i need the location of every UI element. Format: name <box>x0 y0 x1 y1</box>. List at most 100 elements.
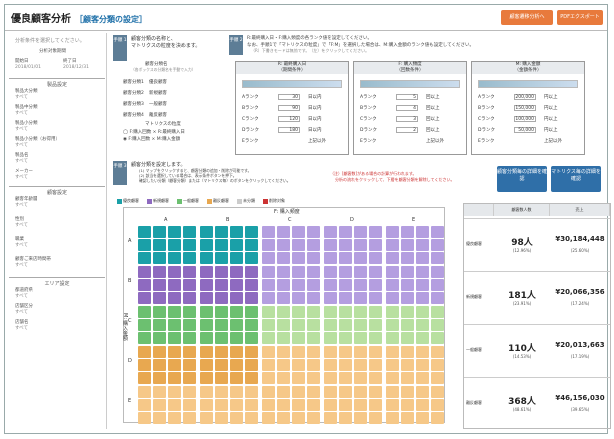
matrix-cell[interactable] <box>416 332 429 344</box>
matrix-cell[interactable] <box>277 386 290 398</box>
matrix-cell[interactable] <box>183 266 196 278</box>
matrix-cell[interactable] <box>153 346 166 358</box>
matrix-cell[interactable] <box>153 319 166 331</box>
matrix-cell[interactable] <box>168 292 181 304</box>
matrix-cell[interactable] <box>354 226 367 238</box>
matrix-cell[interactable] <box>262 319 275 331</box>
sidebar-filter[interactable]: 製品名 すべて <box>15 153 29 164</box>
matrix-cell[interactable] <box>292 399 305 411</box>
matrix-cell[interactable] <box>401 332 414 344</box>
matrix-cell[interactable] <box>138 319 151 331</box>
class-name-input[interactable]: 新規顧客 <box>149 91 167 96</box>
matrix-cell[interactable] <box>431 399 444 411</box>
sidebar-filter[interactable]: 製品中分類 すべて <box>15 105 38 116</box>
matrix-cell[interactable] <box>200 319 213 331</box>
matrix-cell[interactable] <box>245 279 258 291</box>
matrix-cell[interactable] <box>369 252 382 264</box>
matrix-cell[interactable] <box>324 412 337 424</box>
matrix-cell[interactable] <box>183 386 196 398</box>
matrix-cell[interactable] <box>262 252 275 264</box>
rank-value-input[interactable]: 90 <box>278 105 300 111</box>
matrix-cell[interactable] <box>401 319 414 331</box>
matrix-cell[interactable] <box>168 279 181 291</box>
matrix-cell[interactable] <box>339 226 352 238</box>
matrix-cell[interactable] <box>230 252 243 264</box>
matrix-cell[interactable] <box>138 386 151 398</box>
matrix-cell[interactable] <box>183 226 196 238</box>
matrix-cell[interactable] <box>369 332 382 344</box>
sidebar-filter[interactable]: 都道府県 すべて <box>15 288 33 299</box>
matrix-cell[interactable] <box>431 346 444 358</box>
matrix-cell[interactable] <box>307 306 320 318</box>
matrix-cell[interactable] <box>401 306 414 318</box>
matrix-cell[interactable] <box>324 332 337 344</box>
matrix-cell[interactable] <box>262 372 275 384</box>
matrix-cell[interactable] <box>245 372 258 384</box>
matrix-cell[interactable] <box>324 252 337 264</box>
matrix-cell[interactable] <box>168 239 181 251</box>
matrix-cell[interactable] <box>431 292 444 304</box>
matrix-cell[interactable] <box>324 319 337 331</box>
matrix-cell[interactable] <box>339 279 352 291</box>
matrix-cell[interactable] <box>307 266 320 278</box>
matrix-cell[interactable] <box>386 319 399 331</box>
matrix-cell[interactable] <box>168 359 181 371</box>
matrix-cell[interactable] <box>153 412 166 424</box>
matrix-cell[interactable] <box>401 412 414 424</box>
matrix-cell[interactable] <box>354 306 367 318</box>
matrix-cell[interactable] <box>431 332 444 344</box>
matrix-cell[interactable] <box>245 292 258 304</box>
matrix-cell[interactable] <box>339 319 352 331</box>
matrix-cell[interactable] <box>369 266 382 278</box>
matrix-cell[interactable] <box>339 346 352 358</box>
matrix-cell[interactable] <box>401 279 414 291</box>
matrix-cell[interactable] <box>138 279 151 291</box>
matrix-cell[interactable] <box>401 386 414 398</box>
matrix-cell[interactable] <box>369 386 382 398</box>
matrix-cell[interactable] <box>168 266 181 278</box>
matrix-cell[interactable] <box>245 239 258 251</box>
matrix-cell[interactable] <box>168 226 181 238</box>
matrix-cell[interactable] <box>230 399 243 411</box>
matrix-cell[interactable] <box>339 266 352 278</box>
matrix-cell[interactable] <box>354 386 367 398</box>
matrix-cell[interactable] <box>386 386 399 398</box>
matrix-cell[interactable] <box>230 332 243 344</box>
matrix-cell[interactable] <box>431 359 444 371</box>
matrix-cell[interactable] <box>138 266 151 278</box>
matrix-cell[interactable] <box>245 359 258 371</box>
matrix-cell[interactable] <box>200 306 213 318</box>
matrix-cell[interactable] <box>230 306 243 318</box>
matrix-cell[interactable] <box>354 359 367 371</box>
matrix-cell[interactable] <box>245 399 258 411</box>
matrix-cell[interactable] <box>386 226 399 238</box>
matrix-cell[interactable] <box>168 399 181 411</box>
matrix-cell[interactable] <box>431 386 444 398</box>
matrix-cell[interactable] <box>200 359 213 371</box>
matrix-cell[interactable] <box>262 266 275 278</box>
matrix-cell[interactable] <box>431 239 444 251</box>
matrix-cell[interactable] <box>245 412 258 424</box>
matrix-cell[interactable] <box>401 239 414 251</box>
sidebar-filter[interactable]: 顧客年齢層 すべて <box>15 197 38 208</box>
matrix-cell[interactable] <box>153 372 166 384</box>
matrix-cell[interactable] <box>215 239 228 251</box>
matrix-option-fm[interactable]: ◉ F:購入回数 × M:購入金額 <box>123 137 181 142</box>
rank-value-input[interactable]: 5 <box>396 94 418 100</box>
matrix-cell[interactable] <box>168 372 181 384</box>
matrix-cell[interactable] <box>386 252 399 264</box>
matrix-cell[interactable] <box>339 412 352 424</box>
matrix-cell[interactable] <box>215 346 228 358</box>
matrix-cell[interactable] <box>431 319 444 331</box>
matrix-cell[interactable] <box>339 306 352 318</box>
matrix-cell[interactable] <box>277 359 290 371</box>
matrix-cell[interactable] <box>168 346 181 358</box>
matrix-cell[interactable] <box>215 292 228 304</box>
matrix-cell[interactable] <box>153 359 166 371</box>
matrix-cell[interactable] <box>262 399 275 411</box>
rank-value-input[interactable]: 180 <box>278 127 300 133</box>
matrix-cell[interactable] <box>324 279 337 291</box>
matrix-cell[interactable] <box>215 319 228 331</box>
matrix-cell[interactable] <box>354 399 367 411</box>
matrix-cell[interactable] <box>277 306 290 318</box>
